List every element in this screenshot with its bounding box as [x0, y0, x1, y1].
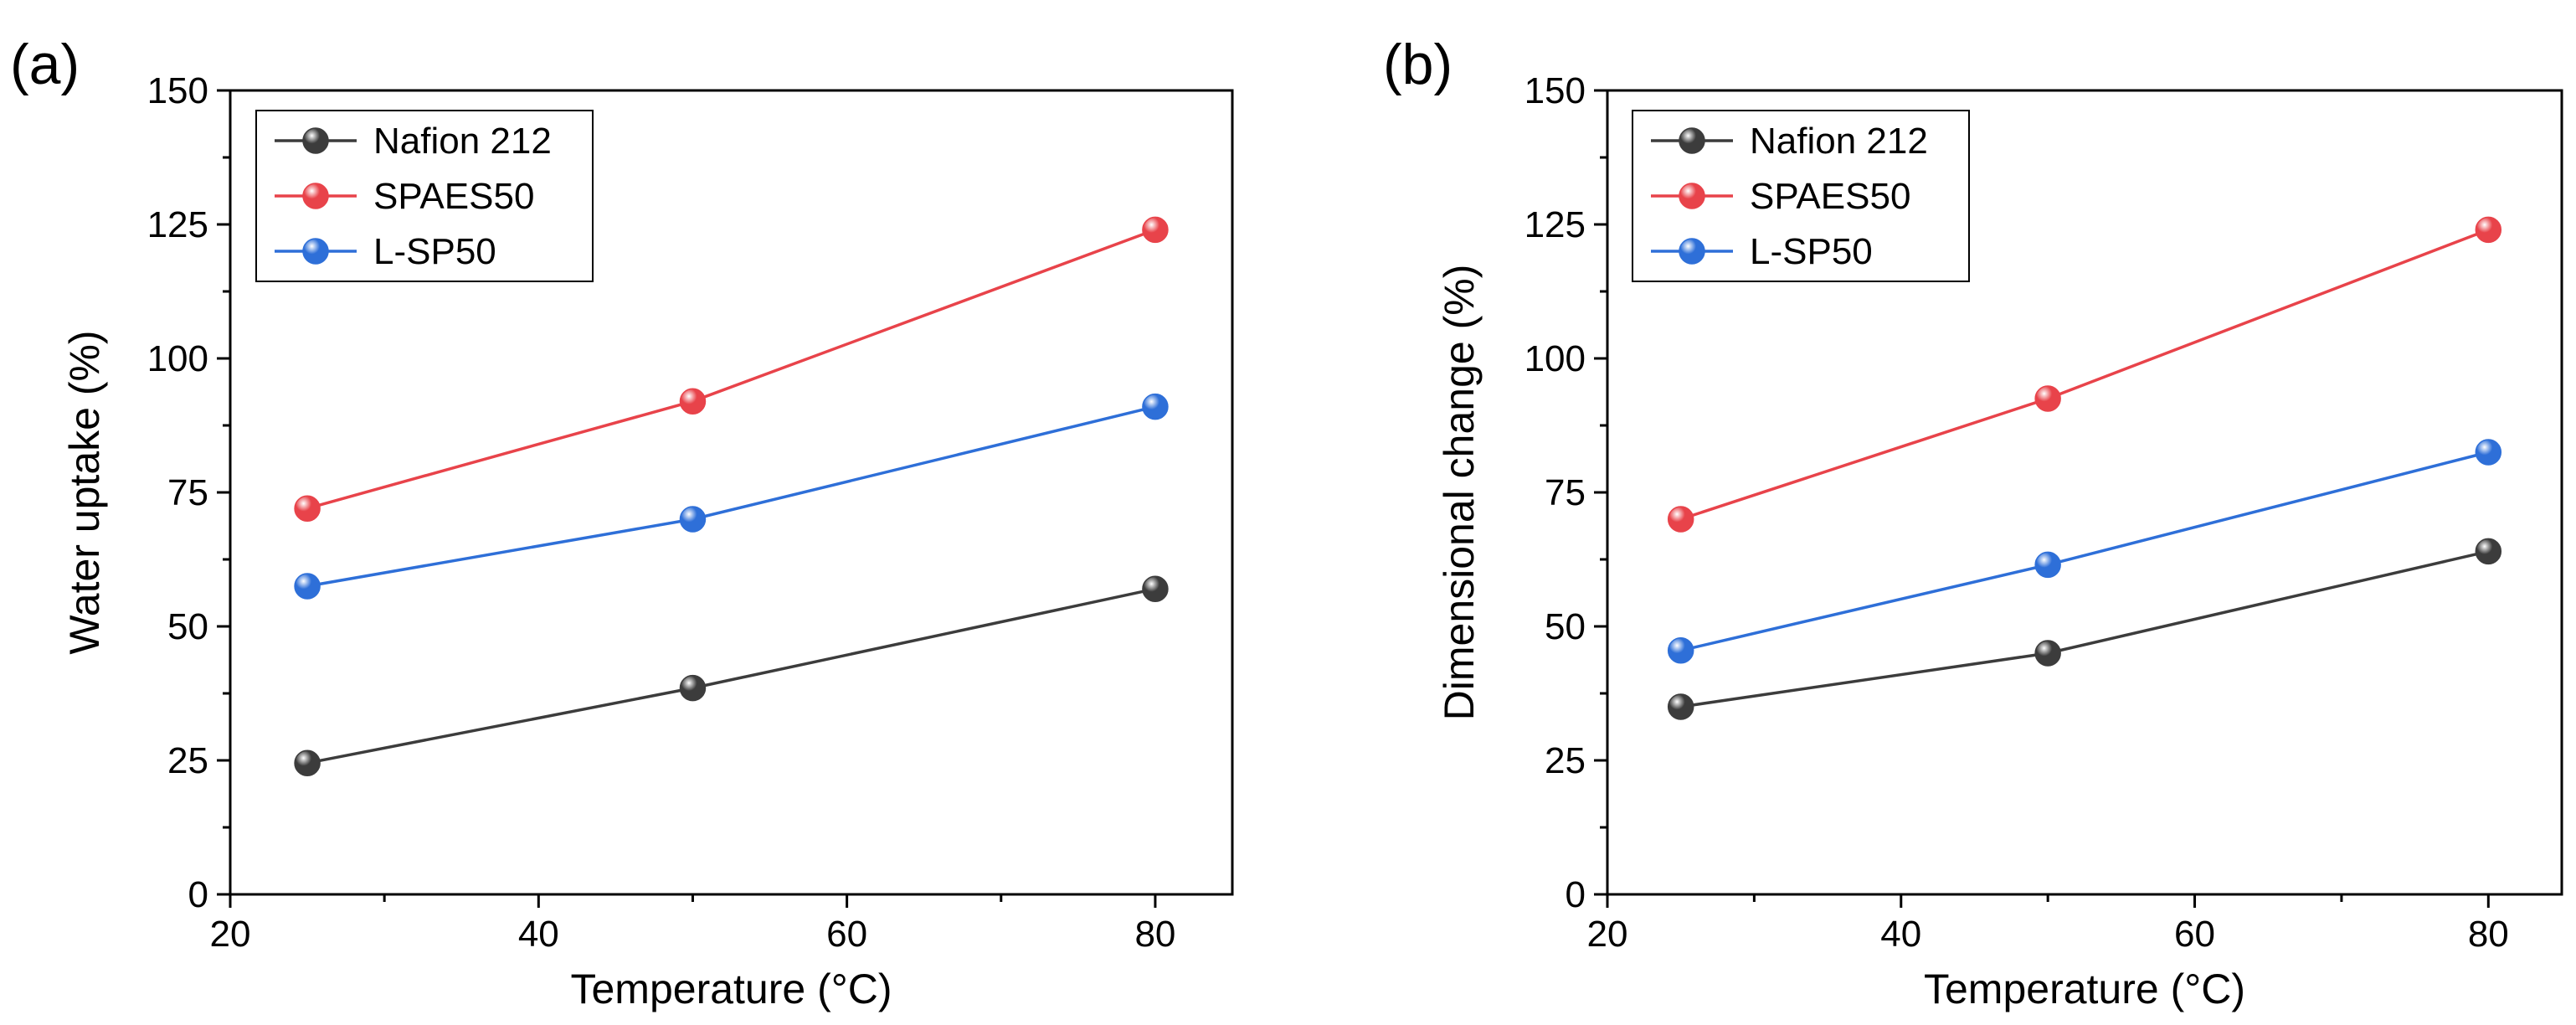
- series-line-lsp: [1680, 451, 2489, 652]
- data-point-spaes: [2475, 216, 2502, 244]
- data-point-spaes: [1667, 506, 1694, 533]
- y-tick-label: 0: [188, 874, 208, 915]
- x-tick-label: 40: [1880, 914, 1921, 955]
- data-point-nafion: [679, 674, 707, 702]
- chart-panel-b: (b) 0 25 50 75 100 125 150 20 40 60 80 Temperature (…: [1383, 33, 2563, 1012]
- y-tick-label: 0: [1566, 874, 1586, 915]
- series-line-nafion: [1680, 549, 2489, 708]
- legend-marker-nafion: [1679, 127, 1705, 154]
- legend-label: L-SP50: [373, 231, 496, 272]
- legend-label: Nafion 212: [373, 121, 552, 162]
- panel-label: (b): [1383, 33, 1453, 96]
- y-tick-label: 50: [167, 606, 208, 647]
- y-tick-label: 150: [1525, 70, 1586, 111]
- panel-label: (a): [10, 33, 80, 96]
- x-tick-label: 40: [518, 914, 559, 955]
- legend-marker-nafion: [302, 127, 329, 154]
- x-tick-label: 60: [2174, 914, 2215, 955]
- legend-marker-spaes: [1679, 183, 1705, 209]
- x-tick-label: 20: [1587, 914, 1628, 955]
- y-tick-label: 25: [1545, 740, 1586, 781]
- legend: Nafion 212 SPAES50 L-SP50: [255, 110, 594, 282]
- data-point-nafion: [2034, 640, 2061, 667]
- data-point-nafion: [1667, 693, 1694, 720]
- y-tick-label: 50: [1545, 606, 1586, 647]
- data-point-lsp: [2034, 551, 2061, 579]
- legend-marker-lsp: [302, 238, 329, 265]
- chart-panel-a: (a) 0 25 50 75 100 125 150 20 40 60 80 Temperature (…: [10, 33, 1234, 1012]
- x-tick-label: 20: [210, 914, 251, 955]
- data-point-lsp: [294, 573, 321, 600]
- legend-label: SPAES50: [1750, 176, 1910, 217]
- y-tick-label: 75: [167, 472, 208, 513]
- x-tick-label: 80: [2468, 914, 2509, 955]
- legend-marker-lsp: [1679, 238, 1705, 265]
- x-tick-label: 80: [1134, 914, 1175, 955]
- y-tick-label: 75: [1545, 472, 1586, 513]
- legend-label: Nafion 212: [1750, 121, 1928, 162]
- data-point-spaes: [679, 388, 707, 415]
- data-point-spaes: [1142, 216, 1169, 244]
- y-tick-label: 100: [1525, 338, 1586, 379]
- data-point-nafion: [2475, 538, 2502, 565]
- x-tick-label: 60: [826, 914, 867, 955]
- data-point-nafion: [294, 749, 321, 776]
- data-point-lsp: [679, 506, 707, 533]
- data-point-spaes: [2034, 385, 2061, 412]
- y-tick-label: 150: [147, 70, 208, 111]
- y-tick-label: 100: [147, 338, 208, 379]
- legend: Nafion 212 SPAES50 L-SP50: [1632, 110, 1970, 282]
- x-axis-title: Temperature (°C): [1924, 966, 2245, 1012]
- series-line-nafion: [306, 587, 1156, 765]
- legend-label: L-SP50: [1750, 231, 1873, 272]
- series-line-lsp: [306, 404, 1156, 588]
- data-point-lsp: [1667, 637, 1694, 664]
- data-point-lsp: [1142, 393, 1169, 420]
- x-axis-title: Temperature (°C): [571, 966, 892, 1012]
- legend-label: SPAES50: [373, 176, 534, 217]
- y-tick-label: 125: [147, 204, 208, 245]
- y-tick-label: 25: [167, 740, 208, 781]
- data-point-nafion: [1142, 575, 1169, 602]
- y-tick-label: 125: [1525, 204, 1586, 245]
- data-point-lsp: [2475, 439, 2502, 466]
- legend-marker-spaes: [302, 183, 329, 209]
- data-point-spaes: [294, 495, 321, 522]
- y-axis-title: Water uptake (%): [61, 330, 108, 654]
- y-axis-title: Dimensional change (%): [1436, 265, 1483, 721]
